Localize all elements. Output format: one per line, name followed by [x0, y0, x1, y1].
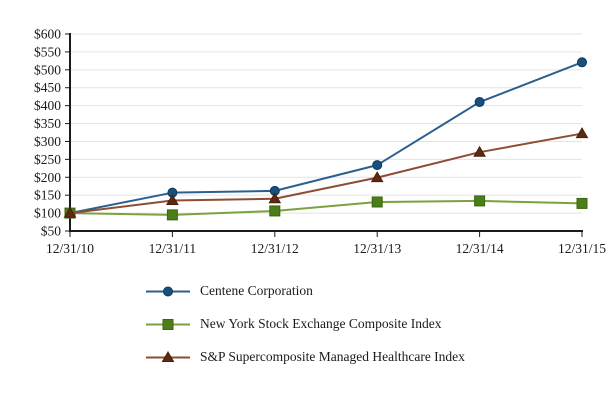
- triangle-marker: [166, 194, 179, 206]
- y-axis-tick-label: $400: [34, 98, 61, 113]
- y-axis-tick-label: $200: [34, 170, 61, 185]
- circle-marker: [372, 160, 383, 171]
- line-chart-plot-area: $50 $100 $150 $200 $250 $300 $350 $400 $450 $500 $…: [34, 27, 606, 257]
- square-marker: [269, 205, 281, 217]
- y-axis-tick-label: $350: [34, 116, 61, 131]
- x-axis-tick-label: 12/31/12: [251, 241, 299, 256]
- x-axis-tick-label: 12/31/10: [46, 241, 94, 256]
- triangle-marker: [63, 206, 77, 218]
- y-axis-tick-label: $450: [34, 80, 61, 95]
- legend-label-nyse-composite: New York Stock Exchange Composite Index: [200, 316, 442, 331]
- y-axis-tick-label: $300: [34, 134, 61, 149]
- y-axis-tick-label: $250: [34, 152, 61, 167]
- triangle-marker: [370, 171, 384, 183]
- legend-marker-circle-icon: [146, 286, 190, 296]
- legend-marker-triangle-icon: [146, 350, 190, 362]
- circle-marker-legend: [163, 286, 173, 296]
- triangle-marker: [473, 145, 486, 157]
- y-axis-tick-label: $600: [34, 27, 61, 42]
- legend-item-sp-managed-healthcare: S&P Supercomposite Managed Healthcare In…: [145, 349, 465, 364]
- chart-legend: Centene Corporation New York Stock Excha…: [145, 283, 465, 383]
- legend-marker-square-icon: [146, 318, 190, 330]
- y-axis-tick-label: $550: [34, 44, 61, 59]
- legend-item-nyse-composite: New York Stock Exchange Composite Index: [145, 316, 465, 331]
- series-line-2: [69, 132, 583, 215]
- triangle-marker: [575, 127, 589, 139]
- square-marker: [371, 196, 383, 208]
- legend-label-centene: Centene Corporation: [200, 283, 313, 298]
- square-marker: [576, 197, 588, 209]
- x-axis-tick-label: 12/31/11: [149, 241, 197, 256]
- circle-marker: [474, 97, 485, 108]
- series-line-0: [69, 61, 583, 215]
- triangle-marker-legend: [161, 350, 175, 362]
- legend-item-centene: Centene Corporation: [145, 283, 465, 298]
- square-marker: [474, 195, 486, 207]
- y-axis-tick-label: $150: [34, 188, 61, 203]
- series-line-1: [69, 199, 583, 216]
- y-axis-tick-label: $100: [34, 206, 61, 221]
- y-axis-tick-label: $50: [41, 224, 62, 239]
- x-axis-tick-label: 12/31/13: [353, 241, 401, 256]
- square-marker: [166, 209, 178, 221]
- x-axis-tick-label: 12/31/15: [558, 241, 606, 256]
- triangle-marker: [268, 192, 282, 204]
- circle-marker: [577, 57, 587, 68]
- legend-label-sp-managed-healthcare: S&P Supercomposite Managed Healthcare In…: [200, 349, 465, 364]
- y-axis-tick-label: $500: [34, 62, 61, 77]
- x-axis-tick-label: 12/31/14: [456, 241, 504, 256]
- square-marker-legend: [162, 318, 174, 330]
